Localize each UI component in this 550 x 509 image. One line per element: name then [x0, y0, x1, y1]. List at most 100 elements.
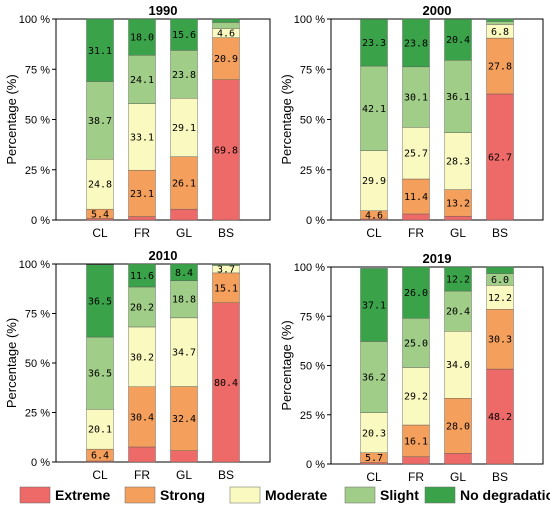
data-label: 69.8	[214, 145, 238, 156]
bar-segment-FR-no-degradation	[402, 18, 430, 68]
x-tick-label: GL	[450, 226, 466, 240]
bar-segment-FR-strong	[128, 169, 156, 217]
data-label: 36.2	[362, 373, 386, 384]
y-tick-label: 0 %	[306, 215, 325, 227]
bar-segment-GL-extreme	[444, 453, 472, 465]
y-tick-label: 50 %	[300, 115, 325, 127]
data-label: 25.7	[404, 149, 428, 160]
bar-segment-GL-extreme	[444, 215, 472, 221]
data-label: 27.8	[488, 62, 512, 73]
data-label: 30.3	[488, 335, 512, 346]
bar-segment-BS-extreme	[212, 79, 240, 221]
legend: Extreme Strong Moderate Slight No degradatio…	[19, 486, 550, 504]
bar-segment-BS-no-degradation	[212, 18, 240, 23]
bar-segment-BS-no-degradation	[486, 266, 514, 274]
data-label: 13.2	[446, 198, 470, 209]
x-tick-label: GL	[176, 226, 192, 240]
chart-panels: 1990 0 % 25 % 50 % 75 % 100 % Percentage (%) 5.…	[4, 3, 544, 484]
bar-segment-GL-slight	[170, 50, 198, 99]
data-label: 20.4	[446, 307, 470, 318]
data-label: 4.6	[365, 210, 383, 221]
bar-segment-BS-slight	[212, 22, 240, 29]
y-tick-label: 50 %	[300, 361, 325, 373]
x-tick-label: BS	[218, 468, 234, 482]
data-label: 16.1	[404, 436, 428, 447]
bar-segment-FR-extreme	[402, 456, 430, 465]
legend-label: No degradation	[460, 487, 550, 503]
x-tick-label: GL	[450, 470, 466, 484]
data-label: 62.7	[488, 152, 512, 163]
data-label: 11.4	[404, 192, 428, 203]
data-label: 6.4	[91, 451, 109, 462]
chart-panel-2019: 2019 0 % 25 % 50 % 75 % 100 % Percentage (%) 5.…	[279, 251, 544, 484]
data-label: 6.0	[491, 275, 509, 286]
x-tick-label: CL	[92, 226, 108, 240]
bar-segment-GL-slight	[444, 290, 472, 332]
data-label: 37.1	[362, 300, 386, 311]
data-label: 36.1	[446, 92, 470, 103]
data-label: 36.5	[88, 296, 112, 307]
bar-segment-BS-extreme	[486, 368, 514, 465]
data-label: 29.1	[172, 123, 196, 134]
data-label: 48.2	[488, 412, 512, 423]
data-label: 25.0	[404, 338, 428, 349]
data-label: 18.8	[172, 295, 196, 306]
x-tick-label: FR	[134, 468, 150, 482]
bar-segment-CL-no-degradation	[360, 19, 388, 67]
bar-segment-GL-strong	[444, 189, 472, 217]
legend-label: Extreme	[55, 487, 110, 503]
data-label: 24.8	[88, 180, 112, 191]
x-tick-label: FR	[134, 226, 150, 240]
data-label: 5.7	[365, 453, 383, 464]
data-label: 5.4	[91, 209, 109, 220]
chart-panel-1990: 1990 0 % 25 % 50 % 75 % 100 % Percentage (%) 5.…	[4, 3, 271, 240]
data-label: 3.7	[217, 265, 235, 276]
chart-title: 1990	[149, 3, 178, 18]
data-label: 30.1	[404, 93, 428, 104]
data-label: 20.1	[88, 425, 112, 436]
bar-segment-CL-no-degradation	[360, 268, 388, 342]
data-label: 8.4	[175, 268, 193, 279]
y-tick-label: 25 %	[25, 165, 50, 177]
bar-segment-BS-moderate	[486, 285, 514, 310]
bar-segment-GL-extreme	[170, 208, 198, 221]
bar-segment-GL-moderate	[170, 97, 198, 157]
bar-segment-FR-slight	[402, 66, 430, 128]
bar-segment-BS-strong	[486, 37, 514, 95]
data-label: 23.8	[172, 70, 196, 81]
x-tick-label: CL	[366, 470, 382, 484]
bar-segment-GL-slight	[444, 60, 472, 133]
bar-segment-BS-strong	[486, 309, 514, 370]
bar-segment-GL-moderate	[444, 132, 472, 190]
data-label: 30.4	[130, 412, 154, 423]
bar-segment-GL-extreme	[170, 450, 198, 463]
bar-segment-GL-strong	[444, 398, 472, 454]
bar-segment-CL-slight	[360, 65, 388, 151]
data-label: 15.6	[172, 30, 196, 41]
data-label: 28.3	[446, 157, 470, 168]
data-label: 26.0	[404, 288, 428, 299]
bar-segment-FR-moderate	[402, 127, 430, 180]
x-tick-label: GL	[176, 468, 192, 482]
bar-segment-BS-no-degradation	[486, 18, 514, 22]
data-label: 4.6	[217, 29, 235, 40]
x-tick-label: CL	[366, 226, 382, 240]
data-label: 28.0	[446, 421, 470, 432]
y-tick-label: 100 %	[294, 262, 325, 274]
data-label: 36.5	[88, 369, 112, 380]
legend-label: Slight	[380, 487, 419, 503]
bar-segment-GL-strong	[170, 156, 198, 210]
data-label: 20.9	[214, 54, 238, 65]
chart-title: 2010	[149, 248, 178, 263]
bar-segment-CL-no-degradation	[86, 18, 114, 82]
data-label: 24.1	[130, 75, 154, 86]
x-tick-label: FR	[408, 470, 424, 484]
bar-segment-GL-no-degradation	[444, 19, 472, 61]
x-tick-label: BS	[218, 226, 234, 240]
legend-item-moderate: Moderate	[229, 486, 327, 504]
data-label: 34.7	[172, 348, 196, 359]
bar-segment-FR-no-degradation	[402, 266, 430, 319]
bar-segment-CL-moderate	[360, 412, 388, 453]
data-label: 23.8	[404, 38, 428, 49]
bar-segment-FR-moderate	[128, 326, 156, 387]
